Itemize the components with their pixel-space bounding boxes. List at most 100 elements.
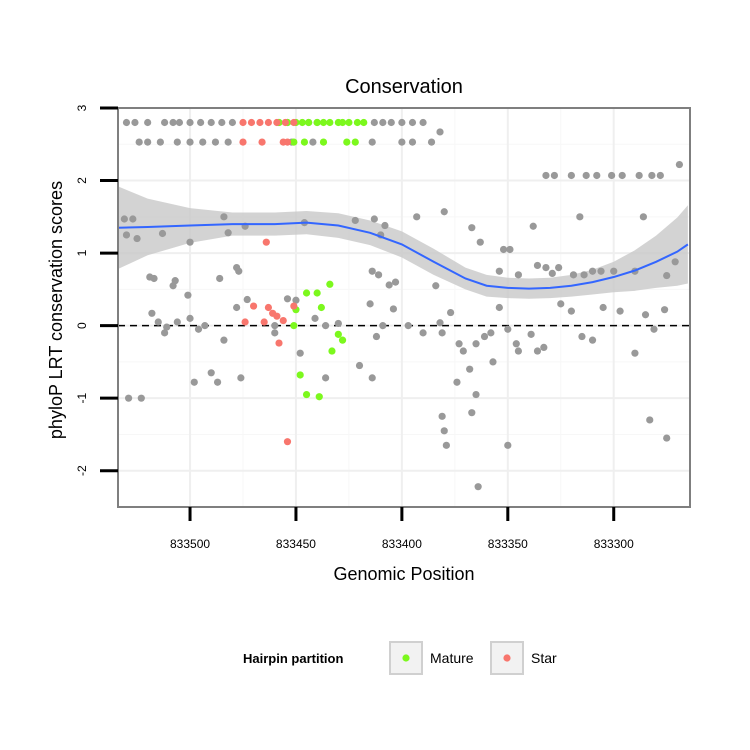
data-point-star xyxy=(283,138,292,146)
x-tick-label: 833350 xyxy=(488,537,528,551)
data-point-other xyxy=(631,349,639,357)
data-point-mature xyxy=(313,118,321,127)
data-point-other xyxy=(389,305,398,313)
data-point-other xyxy=(197,118,205,127)
data-point-other xyxy=(610,267,618,275)
data-point-other xyxy=(459,347,467,355)
data-point-other xyxy=(379,322,387,330)
data-point-other xyxy=(296,349,304,357)
data-point-other xyxy=(379,118,387,127)
data-point-star xyxy=(279,316,287,325)
data-point-other xyxy=(135,138,143,146)
data-point-star xyxy=(264,118,273,127)
y-axis-title: phyloP LRT conservation scores xyxy=(46,181,66,439)
data-point-other xyxy=(243,295,251,304)
data-point-other xyxy=(351,216,359,225)
data-point-other xyxy=(660,306,669,314)
data-point-other xyxy=(404,322,412,330)
data-point-other xyxy=(131,118,139,127)
data-point-other xyxy=(533,261,542,270)
data-point-mature xyxy=(343,138,351,146)
data-point-other xyxy=(408,138,417,146)
x-tick-label: 833500 xyxy=(170,537,210,551)
data-point-other xyxy=(173,318,181,326)
data-point-other xyxy=(169,282,177,290)
axes-layer: 833500 833450 833400 833350 833300 -2 -1 0 1 2 3 xyxy=(75,104,691,551)
data-point-other xyxy=(597,267,605,275)
data-point-other xyxy=(224,229,232,237)
data-point-other xyxy=(580,271,588,279)
data-point-other xyxy=(529,222,537,230)
data-point-other xyxy=(207,118,215,127)
smooth-trend-line xyxy=(117,221,689,290)
data-point-other xyxy=(224,138,232,146)
data-point-other xyxy=(419,329,427,337)
data-point-star xyxy=(262,238,270,246)
data-point-mature xyxy=(345,118,353,127)
data-point-star xyxy=(273,118,281,127)
data-point-other xyxy=(436,319,444,327)
data-point-other xyxy=(427,138,436,146)
data-point-other xyxy=(506,245,514,254)
data-point-other xyxy=(186,118,194,127)
data-point-other xyxy=(576,213,584,221)
data-point-star xyxy=(275,339,283,347)
data-point-other xyxy=(582,171,590,180)
legend-label-star: Star xyxy=(531,650,557,666)
data-point-other xyxy=(504,325,512,333)
data-point-other xyxy=(190,378,198,386)
data-point-other xyxy=(413,213,421,221)
data-point-other xyxy=(161,329,169,337)
smooth-line-layer xyxy=(117,221,689,290)
data-point-other xyxy=(487,329,495,337)
data-point-other xyxy=(366,300,374,308)
data-point-other xyxy=(124,394,133,402)
data-point-mature xyxy=(319,138,328,146)
data-point-other xyxy=(122,118,131,127)
data-point-other xyxy=(438,412,446,420)
y-tick-label: -1 xyxy=(75,393,89,404)
data-point-other xyxy=(468,224,476,232)
data-point-star xyxy=(239,118,247,127)
data-point-other xyxy=(432,282,440,290)
data-point-star xyxy=(258,138,266,146)
legend-title: Hairpin partition xyxy=(243,651,343,666)
data-point-other xyxy=(120,215,128,223)
data-point-mature xyxy=(290,138,298,146)
data-point-other xyxy=(144,138,152,146)
data-point-other xyxy=(438,329,446,337)
data-point-other xyxy=(442,441,450,449)
data-point-other xyxy=(322,322,330,330)
data-point-other xyxy=(355,361,364,370)
data-point-other xyxy=(476,238,484,246)
data-point-other xyxy=(158,229,167,238)
data-point-star xyxy=(249,302,258,310)
data-point-other xyxy=(616,307,624,315)
data-point-other xyxy=(213,378,222,386)
data-point-other xyxy=(466,365,474,373)
data-point-other xyxy=(472,390,480,399)
data-point-other xyxy=(194,325,203,333)
data-point-other xyxy=(436,128,444,136)
data-point-other xyxy=(618,171,626,180)
data-point-other xyxy=(398,138,406,146)
data-point-other xyxy=(184,291,192,299)
data-point-other xyxy=(663,271,671,280)
data-point-other xyxy=(156,138,164,146)
data-point-other xyxy=(271,329,279,337)
data-point-other xyxy=(211,138,220,146)
data-point-other xyxy=(499,245,508,254)
data-point-other xyxy=(675,160,684,169)
confidence-ribbon xyxy=(118,186,688,299)
panel-border xyxy=(117,107,691,508)
data-point-other xyxy=(472,340,480,348)
data-point-mature xyxy=(351,138,359,146)
data-point-other xyxy=(555,264,563,272)
data-point-star xyxy=(260,318,268,326)
data-point-mature xyxy=(338,118,347,127)
data-point-other xyxy=(322,374,330,382)
data-point-other xyxy=(447,308,455,317)
data-point-other xyxy=(635,171,643,180)
data-point-other xyxy=(233,264,241,272)
data-point-other xyxy=(480,332,489,341)
